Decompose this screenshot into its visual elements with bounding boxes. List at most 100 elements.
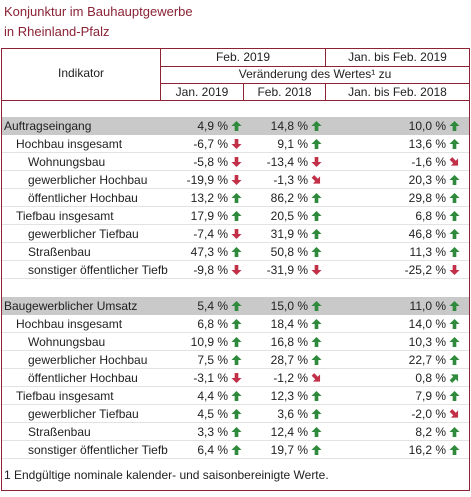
arrow-shape — [311, 318, 322, 330]
trend-arrow — [231, 444, 242, 456]
arrow-shape — [231, 444, 242, 456]
trend-arrow — [311, 426, 322, 438]
trend-arrow — [231, 174, 242, 186]
arrow-shape — [231, 210, 242, 222]
cell-value: 6,8 % — [197, 317, 228, 331]
cell-value: 16,2 % — [408, 443, 446, 457]
trend-arrow — [231, 210, 242, 222]
column-header: Indikator — [57, 66, 105, 80]
row-label: gewerblicher Tiefbau — [28, 227, 139, 241]
column-header: Jan. bis Feb. 2018 — [348, 85, 447, 99]
border — [160, 83, 470, 84]
cell-value: -7,4 % — [193, 227, 228, 241]
cell-value: -3,1 % — [193, 371, 228, 385]
row-label: gewerblicher Hochbau — [28, 353, 148, 367]
trend-arrow — [231, 336, 242, 348]
arrow-shape — [311, 210, 322, 222]
cell-value: 17,9 % — [190, 209, 228, 223]
border — [160, 48, 161, 101]
trend-arrow — [449, 228, 460, 240]
cell-value: -19,9 % — [186, 173, 228, 187]
trend-arrow — [311, 138, 322, 150]
trend-arrow — [449, 174, 460, 186]
row-label: sonstiger öffentlicher Tiefb — [28, 263, 168, 277]
cell-value: 11,0 % — [409, 299, 446, 313]
trend-arrow — [231, 138, 242, 150]
column-header: Jan. 2019 — [175, 85, 229, 99]
cell-value: 22,7 % — [408, 353, 446, 367]
table-row: Tiefbau insgesamt 17,9 % 20,5 % 6,8 % — [2, 207, 469, 225]
arrow-shape — [231, 318, 242, 330]
cell-value: 86,2 % — [270, 191, 308, 205]
trend-arrow — [311, 246, 322, 258]
row-label: Tiefbau insgesamt — [16, 209, 114, 223]
trend-arrow — [311, 120, 322, 132]
column-header: Jan. bis Feb. 2019 — [348, 50, 447, 64]
column-header: Veränderung des Wertes¹ zu — [238, 67, 392, 81]
arrow-shape — [231, 300, 242, 312]
title-line: Konjunktur im Bauhauptgewerbe — [4, 4, 193, 19]
table-row: sonstiger öffentlicher Tiefb -9,8 % -31,9 … — [2, 261, 469, 279]
cell-value: 31,9 % — [270, 227, 308, 241]
arrow-shape — [311, 408, 322, 420]
arrow-shape — [449, 264, 460, 276]
cell-value: 9,1 % — [277, 137, 308, 151]
table-row: sonstiger öffentlicher Tiefb 6,4 % 19,7 % 1… — [2, 441, 469, 459]
arrow-shape — [449, 138, 460, 150]
arrow-shape — [449, 409, 459, 418]
trend-arrow — [449, 157, 459, 166]
cell-value: 11,3 % — [409, 245, 446, 259]
trend-arrow — [449, 390, 460, 402]
cell-value: 10,9 % — [190, 335, 228, 349]
row-label: Straßenbau — [28, 425, 91, 439]
cell-value: 4,4 % — [197, 389, 228, 403]
cell-value: 20,3 % — [408, 173, 446, 187]
row-label: Hochbau insgesamt — [16, 317, 123, 331]
arrow-shape — [311, 300, 322, 312]
table-row: gewerblicher Hochbau -19,9 % -1,3 % 20,3 % — [2, 171, 469, 189]
arrow-shape — [311, 175, 321, 184]
arrow-shape — [231, 246, 242, 258]
arrow-shape — [311, 228, 322, 240]
cell-value: -9,8 % — [193, 263, 228, 277]
trend-arrow — [449, 409, 459, 418]
trend-arrow — [311, 300, 322, 312]
trend-arrow — [449, 374, 459, 383]
trend-arrow — [449, 192, 460, 204]
cell-value: 19,7 % — [270, 443, 308, 457]
trend-arrow — [449, 426, 460, 438]
trend-arrow — [231, 156, 242, 168]
cell-value: 15,0 % — [270, 299, 308, 313]
trend-arrow — [311, 264, 322, 276]
cell-value: 6,8 % — [415, 209, 446, 223]
trend-arrow — [311, 390, 322, 402]
cell-value: 10,0 % — [408, 119, 446, 133]
arrow-shape — [449, 318, 460, 330]
arrow-shape — [231, 426, 242, 438]
trend-arrow — [311, 192, 322, 204]
cell-value: 6,4 % — [197, 443, 228, 457]
footnote: 1 Endgültige nominale kalender- und sais… — [4, 468, 329, 482]
row-label: Wohnungsbau — [28, 335, 106, 349]
cell-value: 47,3 % — [190, 245, 228, 259]
trend-arrow — [449, 336, 460, 348]
table-row: Hochbau insgesamt -6,7 % 9,1 % 13,6 % — [2, 135, 469, 153]
trend-arrow — [449, 444, 460, 456]
cell-value: 13,2 % — [190, 191, 228, 205]
trend-arrow — [231, 264, 242, 276]
table-row: gewerblicher Tiefbau 4,5 % 3,6 % -2,0 % — [2, 405, 469, 423]
border — [325, 83, 326, 101]
row-label: Auftragseingang — [4, 119, 92, 133]
cell-value: -31,9 % — [266, 263, 308, 277]
trend-arrow — [311, 318, 322, 330]
cell-value: 14,8 % — [270, 119, 308, 133]
row-label: öffentlicher Hochbau — [28, 191, 138, 205]
trend-arrow — [449, 210, 460, 222]
cell-value: 16,8 % — [270, 335, 308, 349]
arrow-shape — [311, 138, 322, 150]
arrow-shape — [231, 390, 242, 402]
arrow-shape — [449, 354, 460, 366]
table-row: gewerblicher Hochbau 7,5 % 28,7 % 22,7 % — [2, 351, 469, 369]
trend-arrow — [231, 300, 242, 312]
